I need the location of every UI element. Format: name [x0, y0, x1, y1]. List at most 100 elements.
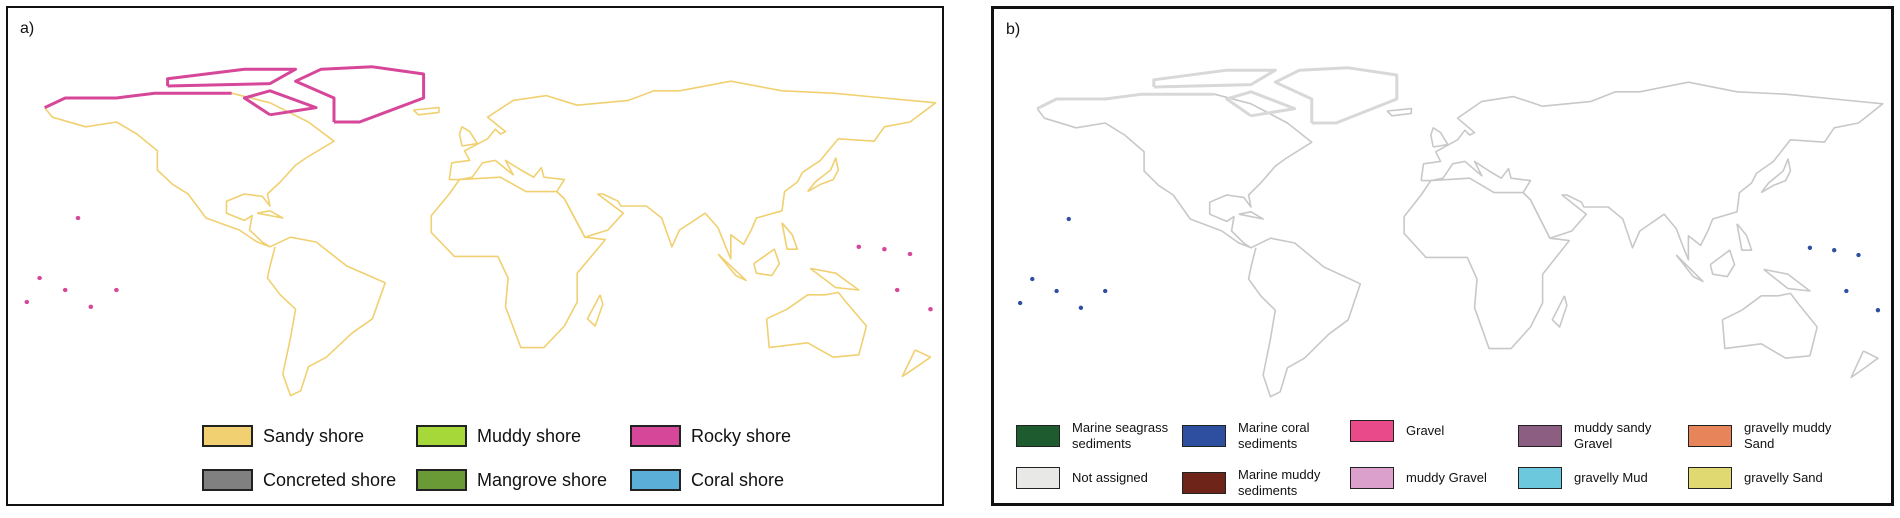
coastline	[718, 254, 746, 280]
legend-label: Concreted shore	[263, 469, 397, 490]
map	[24, 8, 942, 504]
island	[88, 304, 94, 309]
legend-swatch	[1518, 425, 1562, 447]
legend-item: Gravel	[1350, 420, 1506, 442]
legend-label: Marine coral sediments	[1238, 420, 1310, 451]
legend-swatch	[630, 425, 681, 447]
coastline	[1710, 250, 1734, 276]
coastline	[902, 350, 930, 376]
legend-label: gravelly muddy Sand	[1744, 420, 1832, 451]
coastline	[782, 223, 797, 249]
legend-item: muddy Gravel	[1350, 467, 1506, 489]
coastline-highlight	[1275, 68, 1397, 123]
coastline-highlight	[1037, 94, 1214, 108]
coastline	[810, 268, 859, 290]
legend-swatch	[1016, 425, 1060, 447]
island	[1875, 308, 1881, 313]
coastline	[754, 249, 780, 275]
island	[1017, 300, 1023, 306]
coastline	[587, 295, 602, 326]
legend-item: muddy sandy Gravel	[1518, 420, 1674, 452]
island	[894, 287, 900, 293]
coastline	[45, 93, 334, 247]
coastline-highlight	[244, 91, 316, 115]
coastline	[1421, 82, 1883, 260]
coastline-highlight	[168, 69, 296, 86]
island	[856, 244, 862, 249]
island	[928, 307, 933, 312]
legend-swatch	[630, 469, 681, 491]
legend-swatch	[416, 469, 467, 491]
legend-item: Concreted shore	[202, 469, 396, 491]
legend-swatch	[416, 425, 467, 447]
legend-label: Mangrove shore	[477, 469, 608, 490]
legend-item: Coral shore	[630, 469, 784, 491]
coastline	[1737, 224, 1752, 250]
coastline	[1387, 109, 1411, 116]
island	[37, 275, 42, 281]
coastline	[1764, 269, 1810, 291]
legend-label: gravelly Sand	[1744, 470, 1823, 485]
island	[1103, 288, 1108, 294]
coastline-highlight	[1154, 70, 1276, 87]
legend-label: Not assigned	[1072, 470, 1148, 485]
panel-label: a)	[20, 20, 35, 37]
island	[1844, 288, 1849, 294]
legend-item: Muddy shore	[416, 425, 581, 447]
legend-item: Sandy shore	[202, 425, 364, 447]
legend-item: gravelly muddy Sand	[1688, 420, 1844, 452]
legend-item: gravelly Mud	[1518, 467, 1674, 489]
legend-swatch	[1688, 425, 1732, 447]
panel-label: b)	[1006, 21, 1021, 38]
coastline	[431, 177, 605, 347]
legend-item: Rocky shore	[630, 425, 791, 447]
legend-swatch	[1350, 420, 1394, 442]
coastlines	[24, 67, 935, 396]
coastline	[459, 127, 477, 146]
island	[75, 215, 81, 221]
island	[1856, 252, 1861, 258]
legend-item: Marine coral sediments	[1182, 420, 1338, 452]
legend-swatch	[1182, 472, 1226, 494]
legend-swatch	[1182, 425, 1226, 447]
legend-label: Marine seagrass sediments	[1072, 420, 1169, 451]
legend-label: muddy sandy Gravel	[1574, 420, 1652, 451]
coastline	[449, 81, 935, 259]
coastline	[1404, 178, 1569, 348]
island	[114, 287, 119, 293]
coastline	[808, 158, 839, 192]
legend-swatch	[202, 425, 253, 447]
legend-label: Coral shore	[691, 469, 785, 490]
island	[1078, 305, 1084, 310]
legend-swatch	[1350, 467, 1394, 489]
legend-label: Muddy shore	[477, 425, 582, 446]
panel-b: b) Marine seagrass sediments Marine coral…	[991, 6, 1894, 506]
legend-item: Marine seagrass sediments	[1016, 420, 1172, 452]
coastline	[1722, 293, 1817, 358]
coastline	[1249, 238, 1361, 396]
coastline-highlight	[45, 93, 232, 107]
coastline	[1761, 159, 1790, 193]
island	[1807, 245, 1813, 250]
island	[882, 247, 887, 252]
island	[1054, 288, 1059, 294]
island	[1066, 216, 1071, 222]
coastline	[1676, 255, 1703, 281]
legend-item: Marine muddy sediments	[1182, 467, 1338, 499]
coastline	[257, 211, 283, 218]
legend-item: Not assigned	[1016, 467, 1172, 489]
legend-label: Gravel	[1406, 423, 1445, 438]
island	[1832, 248, 1837, 253]
coastline	[1239, 212, 1263, 219]
coastline	[1431, 128, 1448, 147]
legend-label: Sandy shore	[263, 425, 365, 446]
coastline	[1037, 94, 1312, 248]
coastline	[1552, 296, 1567, 327]
legend-swatch	[1688, 467, 1732, 489]
island	[62, 287, 68, 293]
coastline	[1851, 351, 1878, 377]
coastline-highlight	[296, 67, 424, 122]
legend-label: muddy Gravel	[1406, 470, 1487, 485]
legend-swatch	[202, 469, 253, 491]
